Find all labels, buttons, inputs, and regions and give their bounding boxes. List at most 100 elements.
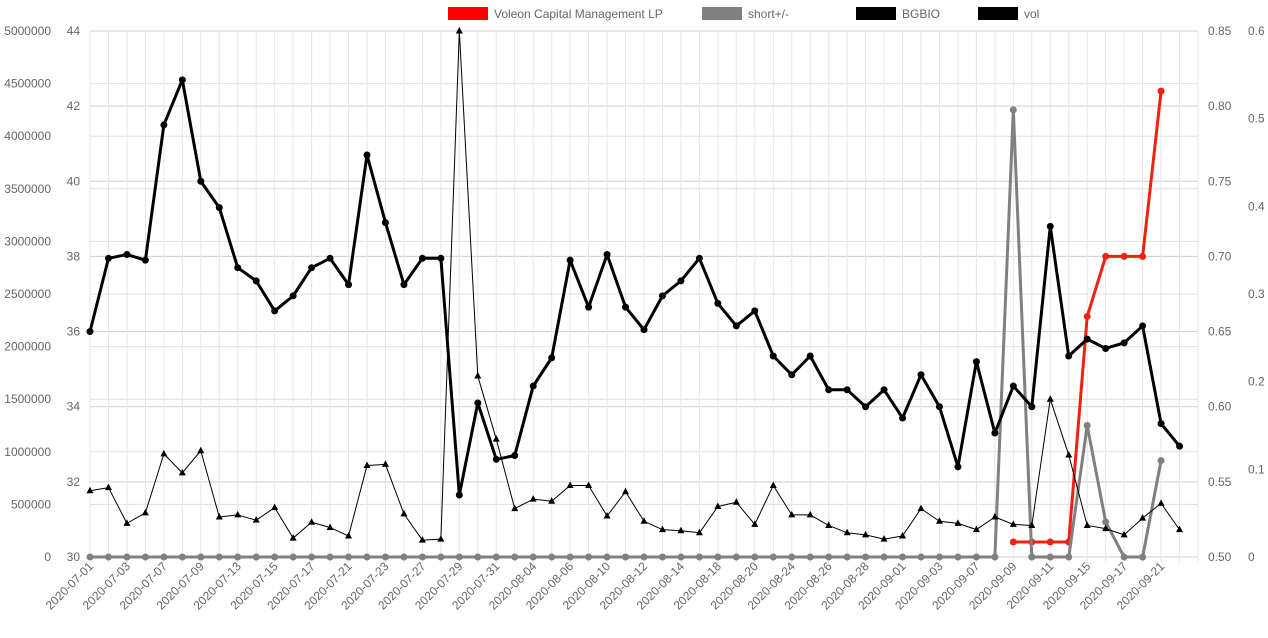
- data-point-vol[interactable]: [843, 528, 851, 536]
- data-point-voleon-capital-management-lp[interactable]: [1046, 538, 1054, 546]
- data-point-short[interactable]: [437, 553, 445, 561]
- data-point-short[interactable]: [1139, 553, 1147, 561]
- data-point-bgbio[interactable]: [585, 303, 593, 311]
- data-point-short[interactable]: [1120, 553, 1128, 561]
- data-point-vol[interactable]: [492, 435, 500, 442]
- data-point-voleon-capital-management-lp[interactable]: [1157, 87, 1165, 95]
- data-point-bgbio[interactable]: [1028, 403, 1036, 411]
- data-point-bgbio[interactable]: [455, 491, 463, 499]
- data-point-bgbio[interactable]: [289, 292, 297, 300]
- data-point-vol[interactable]: [732, 498, 740, 505]
- data-point-vol[interactable]: [289, 534, 297, 541]
- data-point-vol[interactable]: [806, 510, 814, 518]
- data-point-vol[interactable]: [1176, 525, 1184, 533]
- data-point-bgbio[interactable]: [418, 254, 426, 262]
- data-point-vol[interactable]: [345, 531, 353, 539]
- data-point-bgbio[interactable]: [825, 386, 833, 394]
- data-point-vol[interactable]: [160, 449, 168, 457]
- data-point-bgbio[interactable]: [474, 399, 482, 407]
- data-point-vol[interactable]: [104, 483, 112, 491]
- data-point-bgbio[interactable]: [160, 121, 168, 129]
- data-point-short[interactable]: [640, 553, 648, 561]
- data-point-vol[interactable]: [197, 446, 205, 454]
- data-point-vol[interactable]: [1028, 521, 1036, 528]
- data-point-bgbio[interactable]: [252, 277, 260, 285]
- data-point-vol[interactable]: [658, 525, 666, 533]
- data-point-vol[interactable]: [1065, 450, 1073, 458]
- data-point-bgbio[interactable]: [732, 322, 740, 330]
- data-point-bgbio[interactable]: [899, 414, 907, 422]
- data-point-short[interactable]: [326, 553, 334, 561]
- data-point-bgbio[interactable]: [1009, 382, 1017, 390]
- data-point-vol[interactable]: [862, 530, 870, 538]
- data-point-bgbio[interactable]: [806, 352, 814, 360]
- data-point-voleon-capital-management-lp[interactable]: [1139, 252, 1147, 260]
- data-point-vol[interactable]: [1083, 521, 1091, 528]
- data-point-vol[interactable]: [381, 460, 389, 467]
- data-point-short[interactable]: [1028, 553, 1036, 561]
- data-point-short[interactable]: [474, 553, 482, 561]
- data-point-bgbio[interactable]: [437, 254, 445, 262]
- data-point-short[interactable]: [566, 553, 574, 561]
- data-point-short[interactable]: [381, 553, 389, 561]
- data-point-short[interactable]: [622, 553, 630, 561]
- data-point-bgbio[interactable]: [880, 386, 888, 394]
- data-point-vol[interactable]: [271, 503, 279, 511]
- data-point-bgbio[interactable]: [972, 358, 980, 366]
- data-point-vol[interactable]: [640, 517, 648, 524]
- data-point-bgbio[interactable]: [1176, 442, 1184, 450]
- data-point-bgbio[interactable]: [123, 251, 131, 259]
- data-point-bgbio[interactable]: [215, 204, 223, 212]
- data-point-short[interactable]: [991, 553, 999, 561]
- data-point-short[interactable]: [677, 553, 685, 561]
- data-point-bgbio[interactable]: [86, 328, 94, 336]
- data-point-bgbio[interactable]: [104, 254, 112, 262]
- data-point-bgbio[interactable]: [1083, 335, 1091, 343]
- data-point-short[interactable]: [345, 553, 353, 561]
- data-point-short[interactable]: [418, 553, 426, 561]
- data-point-vol[interactable]: [1046, 395, 1054, 402]
- data-point-bgbio[interactable]: [603, 251, 611, 259]
- data-point-vol[interactable]: [400, 509, 408, 517]
- data-point-vol[interactable]: [954, 519, 962, 526]
- data-point-short[interactable]: [529, 553, 537, 561]
- data-point-vol[interactable]: [1009, 520, 1017, 527]
- data-point-bgbio[interactable]: [492, 455, 500, 463]
- data-point-short[interactable]: [141, 553, 149, 561]
- data-point-vol[interactable]: [455, 27, 463, 34]
- data-point-short[interactable]: [769, 553, 777, 561]
- data-point-short[interactable]: [714, 553, 722, 561]
- data-point-vol[interactable]: [825, 521, 833, 528]
- data-point-vol[interactable]: [1139, 514, 1147, 521]
- legend-item-short[interactable]: short+/-: [702, 7, 789, 21]
- data-point-bgbio[interactable]: [658, 292, 666, 300]
- data-point-vol[interactable]: [991, 513, 999, 520]
- data-point-vol[interactable]: [123, 519, 131, 526]
- data-point-vol[interactable]: [917, 504, 925, 512]
- data-point-vol[interactable]: [141, 508, 149, 516]
- data-point-vol[interactable]: [769, 481, 777, 488]
- data-point-short[interactable]: [197, 553, 205, 561]
- data-point-bgbio[interactable]: [234, 264, 242, 272]
- data-point-bgbio[interactable]: [862, 403, 870, 411]
- data-point-bgbio[interactable]: [1065, 352, 1073, 360]
- data-point-bgbio[interactable]: [178, 76, 186, 84]
- data-point-short[interactable]: [843, 553, 851, 561]
- data-point-vol[interactable]: [511, 504, 519, 512]
- data-point-bgbio[interactable]: [954, 463, 962, 471]
- data-point-bgbio[interactable]: [566, 256, 574, 264]
- legend-item-voleon-capital-management-lp[interactable]: Voleon Capital Management LP: [448, 7, 663, 21]
- data-point-short[interactable]: [363, 553, 371, 561]
- data-point-short[interactable]: [548, 553, 556, 561]
- data-point-bgbio[interactable]: [769, 352, 777, 360]
- data-point-short[interactable]: [935, 553, 943, 561]
- data-point-bgbio[interactable]: [381, 219, 389, 227]
- data-point-bgbio[interactable]: [326, 254, 334, 262]
- data-point-vol[interactable]: [566, 481, 574, 488]
- data-point-vol[interactable]: [788, 510, 796, 518]
- data-point-short[interactable]: [880, 553, 888, 561]
- data-point-bgbio[interactable]: [511, 452, 519, 460]
- legend[interactable]: Voleon Capital Management LP short+/- BGBI…: [448, 7, 1039, 21]
- data-point-bgbio[interactable]: [345, 281, 353, 289]
- data-point-vol[interactable]: [714, 502, 722, 510]
